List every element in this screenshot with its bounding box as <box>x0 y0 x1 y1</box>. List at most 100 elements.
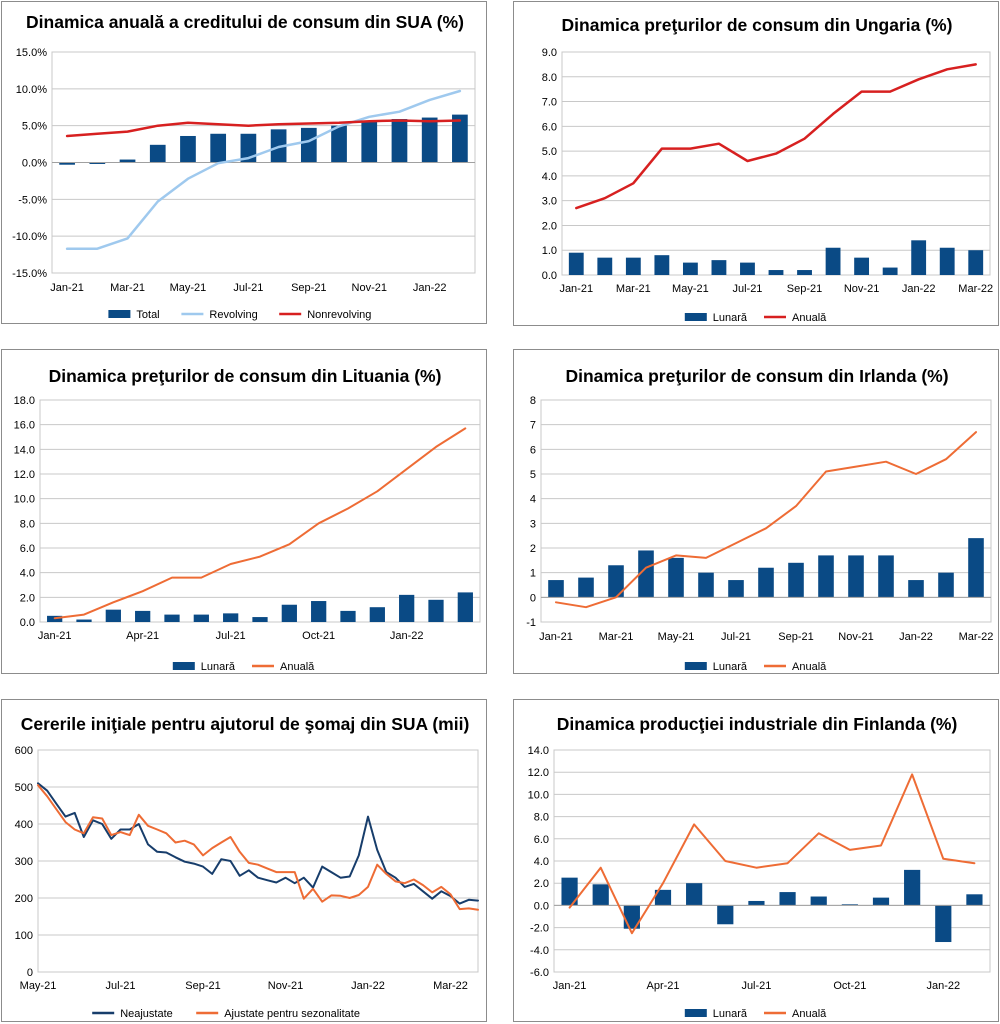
plot-frame <box>37 749 479 973</box>
bar <box>758 567 774 598</box>
plot-frame <box>39 399 481 623</box>
y-tick-label: 0 <box>27 967 33 979</box>
x-tick-label: Sep-21 <box>291 282 326 294</box>
plot-area-lithuania-cpi: 18.016.014.012.010.08.06.04.02.00.0Jan-2… <box>14 395 481 673</box>
series-line <box>53 427 467 620</box>
bar <box>76 619 92 622</box>
bar <box>361 121 378 163</box>
legend-swatch <box>172 662 195 670</box>
bar <box>578 577 594 598</box>
x-tick-label: Jan-22 <box>390 630 424 642</box>
chart-svg-ireland-cpi: Dinamica preţurilor de consum din Irland… <box>526 366 993 673</box>
legend-label: Lunară <box>713 312 748 324</box>
chart-title: Dinamica anuală a creditului de consum d… <box>26 12 464 32</box>
series-line <box>37 784 479 911</box>
x-tick-label: May-21 <box>672 283 709 295</box>
bar <box>935 905 952 943</box>
y-tick-label: 0.0% <box>22 158 47 170</box>
x-tick-label: Jan-22 <box>413 282 447 294</box>
bar <box>968 538 984 598</box>
y-tick-label: -15.0% <box>12 268 47 280</box>
x-tick-label: Oct-21 <box>302 630 335 642</box>
legend-label: Lunară <box>713 1008 748 1020</box>
chart-panel-lithuania-cpi: Dinamica preţurilor de consum din Lituan… <box>1 349 487 674</box>
x-tick-label: May-21 <box>658 631 695 643</box>
x-tick-label: Jul-21 <box>721 631 751 643</box>
bar <box>939 247 955 275</box>
bar <box>711 260 727 275</box>
chart-title: Dinamica preţurilor de consum din Lituan… <box>49 366 442 386</box>
x-tick-label: Mar-22 <box>433 980 468 992</box>
bar <box>399 594 415 622</box>
y-tick-label: 200 <box>15 893 33 905</box>
chart-title: Dinamica preţurilor de consum din Ungari… <box>562 15 953 35</box>
y-tick-label: -10.0% <box>12 231 47 243</box>
x-tick-label: Nov-21 <box>352 282 387 294</box>
bar <box>878 555 894 598</box>
bar <box>300 127 317 163</box>
bar <box>740 262 755 275</box>
legend-label: Anuală <box>792 312 827 324</box>
bar <box>872 897 890 906</box>
y-tick-label: 9.0 <box>542 47 557 59</box>
chart-svg-finland-industrial: Dinamica producţiei industriale din Finl… <box>528 714 991 1020</box>
plot-frame <box>540 399 992 623</box>
bar <box>105 609 121 622</box>
x-tick-label: May-21 <box>20 980 57 992</box>
y-tick-label: 0 <box>530 592 536 604</box>
y-tick-label: 6 <box>530 444 536 456</box>
chart-title: Dinamica preţurilor de consum din Irland… <box>565 366 948 386</box>
x-tick-label: Jan-21 <box>553 980 587 992</box>
y-tick-label: -1 <box>526 617 536 629</box>
bar <box>854 257 870 275</box>
x-tick-label: May-21 <box>170 282 207 294</box>
y-tick-label: 8.0 <box>20 518 35 530</box>
y-tick-label: 100 <box>15 930 33 942</box>
y-tick-label: 3.0 <box>542 196 557 208</box>
bar <box>841 904 858 906</box>
y-tick-label: 16.0 <box>14 420 35 432</box>
y-tick-label: 12.0 <box>14 469 35 481</box>
y-tick-label: 600 <box>15 745 33 757</box>
x-tick-label: Apr-21 <box>646 980 679 992</box>
x-tick-label: Jan-22 <box>351 980 385 992</box>
bar <box>135 610 151 622</box>
legend-label: Lunară <box>713 661 748 673</box>
y-tick-label: 400 <box>15 819 33 831</box>
chart-panel-ireland-cpi: Dinamica preţurilor de consum din Irland… <box>513 349 999 674</box>
legend-label: Ajustate pentru sezonalitate <box>224 1008 360 1020</box>
x-tick-label: Mar-21 <box>110 282 145 294</box>
y-tick-label: -2.0 <box>530 923 549 935</box>
bar <box>240 133 257 163</box>
y-tick-label: -5.0% <box>18 194 47 206</box>
legend-label: Nonrevolving <box>307 309 371 321</box>
y-tick-label: 7 <box>530 420 536 432</box>
y-tick-label: 14.0 <box>14 444 35 456</box>
bar <box>682 262 698 275</box>
x-tick-label: Jan-21 <box>559 283 593 295</box>
bar <box>223 613 239 622</box>
chart-svg-hungary-cpi: Dinamica preţurilor de consum din Ungari… <box>542 15 993 324</box>
chart-panel-us-consumer-credit: Dinamica anuală a creditului de consum d… <box>1 1 487 324</box>
y-tick-label: 18.0 <box>14 395 35 407</box>
bar <box>810 896 827 906</box>
y-tick-label: 8.0 <box>534 812 549 824</box>
y-tick-label: 10.0 <box>14 494 35 506</box>
bar <box>904 869 921 906</box>
chart-panel-finland-industrial: Dinamica producţiei industriale din Finl… <box>513 699 999 1022</box>
bar <box>728 580 744 598</box>
bar <box>717 905 734 925</box>
bar <box>421 117 438 163</box>
plot-frame <box>553 749 991 973</box>
bar <box>882 267 898 275</box>
bar <box>638 550 654 598</box>
y-tick-label: 15.0% <box>16 47 47 59</box>
series-line <box>555 431 977 609</box>
x-tick-label: Mar-22 <box>958 283 993 295</box>
y-tick-label: 1 <box>530 568 536 580</box>
x-tick-label: Nov-21 <box>844 283 879 295</box>
bar <box>625 257 641 275</box>
